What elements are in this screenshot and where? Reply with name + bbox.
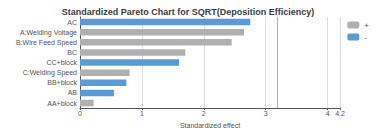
svg-text:Standardized Pareto Chart for: Standardized Pareto Chart for SQRT(Depos…	[62, 7, 315, 17]
svg-text:CC+block: CC+block	[46, 59, 77, 66]
svg-text:2: 2	[202, 110, 206, 117]
svg-text:-: -	[364, 33, 367, 42]
svg-text:+: +	[364, 21, 369, 30]
svg-text:A:Welding Voltage: A:Welding Voltage	[20, 29, 77, 37]
svg-text:1: 1	[140, 110, 144, 117]
svg-text:4: 4	[326, 110, 330, 117]
svg-text:AA+block: AA+block	[47, 100, 77, 107]
svg-text:B:Wire Feed Speed: B:Wire Feed Speed	[16, 39, 77, 47]
svg-text:BB+block: BB+block	[47, 79, 77, 86]
svg-text:3: 3	[264, 110, 268, 117]
svg-text:Standardized effect: Standardized effect	[180, 122, 240, 129]
svg-text:BC: BC	[67, 49, 77, 56]
svg-text:0: 0	[78, 110, 82, 117]
svg-text:AC: AC	[67, 19, 77, 26]
svg-text:AB: AB	[68, 89, 78, 96]
svg-text:C:Welding Speed: C:Welding Speed	[23, 69, 77, 77]
svg-text:4.2: 4.2	[335, 110, 345, 117]
